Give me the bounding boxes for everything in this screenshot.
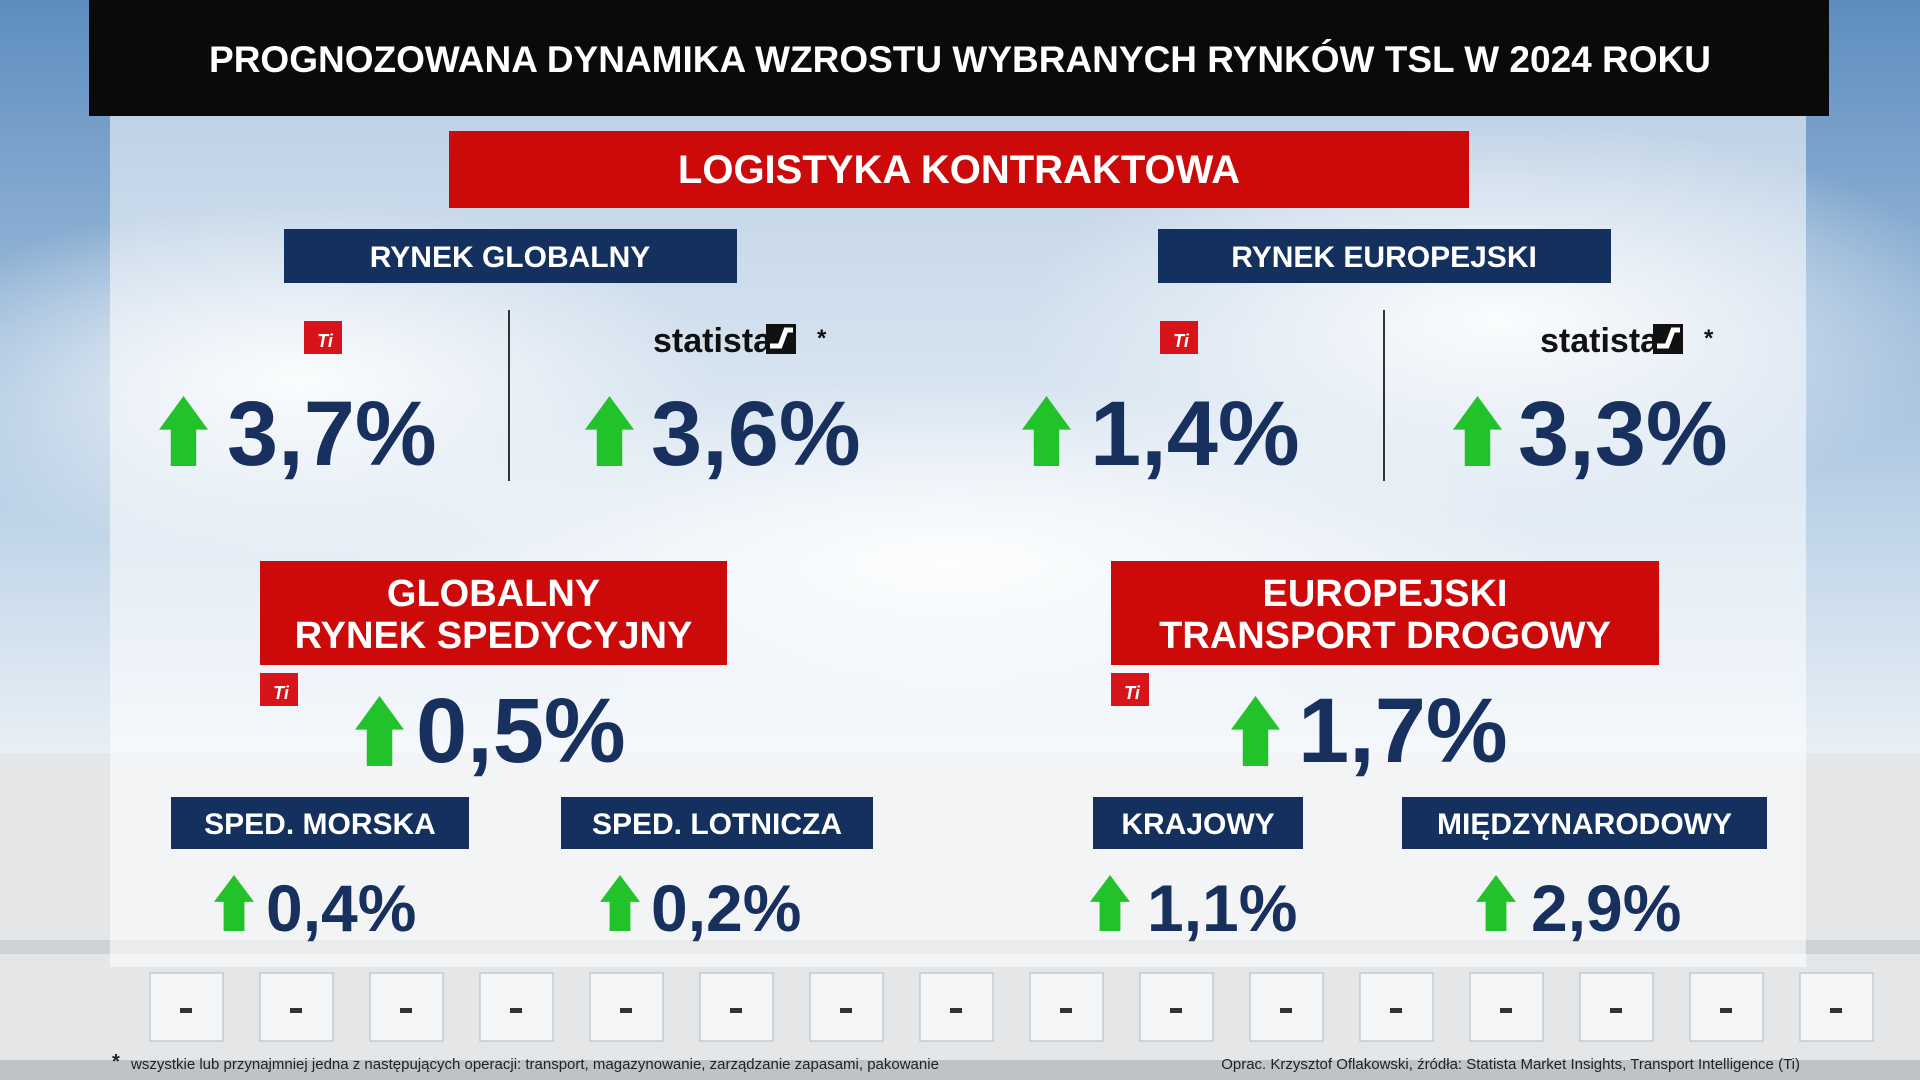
growth-value: 2,9% bbox=[1531, 871, 1681, 945]
door-handle bbox=[180, 1008, 192, 1013]
up-arrow bbox=[1231, 696, 1280, 766]
market-header bbox=[1158, 229, 1611, 283]
statista-logo: statista bbox=[1540, 322, 1660, 360]
section-header bbox=[260, 561, 727, 665]
footnote-marker: * bbox=[1704, 325, 1714, 352]
segment-header bbox=[1093, 797, 1303, 849]
up-arrow bbox=[159, 396, 208, 466]
footnote-marker: * bbox=[817, 325, 827, 352]
growth-value: 0,4% bbox=[266, 871, 416, 945]
door bbox=[1469, 972, 1544, 1042]
segment-title: SPED. MORSKA bbox=[204, 808, 436, 841]
up-arrow bbox=[600, 875, 640, 931]
door-handle bbox=[400, 1008, 412, 1013]
ti-logo-text: Ti bbox=[273, 683, 290, 703]
up-arrow bbox=[355, 696, 404, 766]
footnote-marker: * bbox=[112, 1051, 120, 1073]
section-header bbox=[1111, 561, 1659, 665]
door-handle bbox=[1720, 1008, 1732, 1013]
segment-title: MIĘDZYNARODOWY bbox=[1437, 808, 1732, 841]
ti-logo bbox=[260, 673, 298, 706]
statista-icon-mark bbox=[1657, 327, 1680, 349]
door bbox=[1249, 972, 1324, 1042]
up-arrow bbox=[1476, 875, 1516, 931]
growth-value: 1,4% bbox=[1090, 383, 1300, 485]
statista-icon-mark bbox=[770, 327, 793, 349]
segment-header bbox=[171, 797, 469, 849]
footnote-text: wszystkie lub przynajmniej jedna z nastę… bbox=[130, 1056, 939, 1073]
growth-value: 1,7% bbox=[1298, 680, 1508, 782]
growth-value: 0,2% bbox=[651, 871, 801, 945]
door bbox=[1139, 972, 1214, 1042]
door bbox=[1689, 972, 1764, 1042]
section-title: RYNEK SPEDYCYJNY bbox=[295, 615, 693, 657]
up-arrow bbox=[214, 875, 254, 931]
section-title: GLOBALNY bbox=[387, 573, 600, 615]
door bbox=[479, 972, 554, 1042]
ti-logo-text: Ti bbox=[317, 331, 334, 351]
growth-value: 3,3% bbox=[1518, 383, 1728, 485]
door bbox=[589, 972, 664, 1042]
door bbox=[369, 972, 444, 1042]
segment-header bbox=[561, 797, 873, 849]
door bbox=[1799, 972, 1874, 1042]
ti-logo-text: Ti bbox=[1124, 683, 1141, 703]
door-handle bbox=[1610, 1008, 1622, 1013]
segment-title: KRAJOWY bbox=[1121, 808, 1274, 841]
door-handle bbox=[1060, 1008, 1072, 1013]
door-handle bbox=[510, 1008, 522, 1013]
growth-value: 3,6% bbox=[651, 383, 861, 485]
ti-logo-text: Ti bbox=[1173, 331, 1190, 351]
door-handle bbox=[1170, 1008, 1182, 1013]
source-credits: Oprac. Krzysztof Oflakowski, źródła: Sta… bbox=[1221, 1056, 1800, 1073]
up-arrow bbox=[1453, 396, 1502, 466]
door-handle bbox=[620, 1008, 632, 1013]
door bbox=[809, 972, 884, 1042]
door bbox=[259, 972, 334, 1042]
ground bbox=[0, 1060, 1920, 1080]
section-title: LOGISTYKA KONTRAKTOWA bbox=[678, 148, 1240, 192]
section-title: EUROPEJSKI bbox=[1263, 573, 1508, 615]
door-handle bbox=[290, 1008, 302, 1013]
up-arrow bbox=[585, 396, 634, 466]
page-title: PROGNOZOWANA DYNAMIKA WZROSTU WYBRANYCH … bbox=[209, 38, 1711, 80]
statista-logo: statista bbox=[653, 322, 773, 360]
ti-logo bbox=[304, 321, 342, 354]
door-handle bbox=[730, 1008, 742, 1013]
section-header bbox=[449, 131, 1469, 208]
segment-header bbox=[1402, 797, 1767, 849]
growth-value: 0,5% bbox=[416, 680, 626, 782]
door-handle bbox=[1830, 1008, 1842, 1013]
title-bar bbox=[89, 0, 1829, 116]
door bbox=[699, 972, 774, 1042]
up-arrow bbox=[1022, 396, 1071, 466]
up-arrow bbox=[1090, 875, 1130, 931]
door bbox=[1029, 972, 1104, 1042]
door bbox=[149, 972, 224, 1042]
door-handle bbox=[1390, 1008, 1402, 1013]
door bbox=[1359, 972, 1434, 1042]
door-handle bbox=[950, 1008, 962, 1013]
door bbox=[919, 972, 994, 1042]
market-title: RYNEK EUROPEJSKI bbox=[1231, 241, 1537, 274]
door-handle bbox=[840, 1008, 852, 1013]
market-header bbox=[284, 229, 737, 283]
door-handle bbox=[1280, 1008, 1292, 1013]
ti-logo bbox=[1160, 321, 1198, 354]
market-title: RYNEK GLOBALNY bbox=[370, 241, 651, 274]
growth-value: 1,1% bbox=[1147, 871, 1297, 945]
door bbox=[1579, 972, 1654, 1042]
door-handle bbox=[1500, 1008, 1512, 1013]
section-title: TRANSPORT DROGOWY bbox=[1159, 615, 1611, 657]
ti-logo bbox=[1111, 673, 1149, 706]
growth-value: 3,7% bbox=[227, 383, 437, 485]
segment-title: SPED. LOTNICZA bbox=[592, 808, 842, 841]
warehouse-doors bbox=[149, 972, 1874, 1042]
